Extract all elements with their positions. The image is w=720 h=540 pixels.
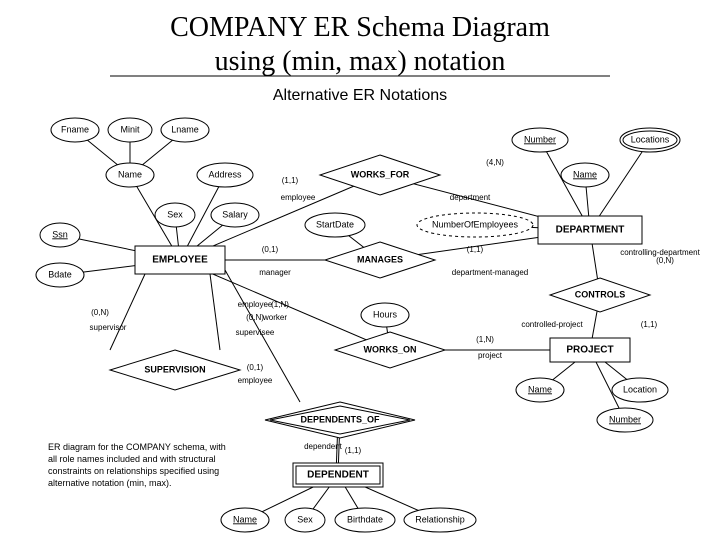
- relationship-label-works_on: WORKS_ON: [363, 344, 416, 354]
- attribute-label-relationship: Relationship: [415, 514, 465, 524]
- entity-label-employee: EMPLOYEE: [152, 255, 208, 266]
- entity-label-department: DEPARTMENT: [556, 225, 625, 236]
- entity-label-project: PROJECT: [566, 345, 613, 356]
- relationship-label-manages: MANAGES: [357, 254, 403, 264]
- attribute-label-locations: Locations: [631, 134, 670, 144]
- relationship-label-works_for: WORKS_FOR: [351, 169, 410, 179]
- attribute-label-startdate: StartDate: [316, 219, 354, 229]
- page-title-line1: COMPANY ER Schema Diagram: [170, 12, 550, 43]
- role-20: dependent: [304, 442, 343, 451]
- caption-line1: ER diagram for the COMPANY schema, with: [48, 442, 226, 452]
- attribute-label-name_emp: Name: [118, 169, 142, 179]
- cardinality-14: (1,1): [641, 320, 658, 329]
- attribute-label-location_proj: Location: [623, 384, 657, 394]
- attribute-label-numemp: NumberOfEmployees: [432, 219, 519, 229]
- cardinality-12: (1,1): [467, 245, 484, 254]
- attribute-label-birthdate: Birthdate: [347, 514, 383, 524]
- cardinality-13: (0,N): [656, 256, 674, 265]
- attribute-label-lname: Lname: [171, 124, 199, 134]
- attribute-label-number_dept: Number: [524, 134, 556, 144]
- attribute-label-minit: Minit: [120, 124, 140, 134]
- role-14: controlled-project: [521, 320, 583, 329]
- caption-line3: constraints on relationships specified u…: [48, 466, 219, 476]
- caption-line2: all role names included and with structu…: [48, 454, 216, 464]
- cardinality-19: (0,1): [247, 363, 264, 372]
- role-17: supervisor: [90, 323, 127, 332]
- edge-18: [210, 274, 220, 350]
- relationship-label-controls: CONTROLS: [575, 289, 626, 299]
- cardinality-10: (4,N): [486, 158, 504, 167]
- role-13: controlling-department: [620, 248, 700, 257]
- entity-label-dependent: DEPENDENT: [307, 470, 369, 481]
- role-16: project: [478, 351, 503, 360]
- role-11: manager: [259, 268, 291, 277]
- edge-17: [110, 274, 145, 350]
- relationship-label-supervision: SUPERVISION: [144, 364, 205, 374]
- attribute-label-name_dep: Name: [233, 514, 257, 524]
- role-12: department-managed: [452, 268, 529, 277]
- role-19: employee: [238, 376, 273, 385]
- role-10: department: [450, 193, 491, 202]
- attribute-label-sex_dep: Sex: [297, 514, 313, 524]
- attribute-label-number_proj: Number: [609, 414, 641, 424]
- cardinality-15: (1,N): [271, 300, 289, 309]
- cardinality-9: (1,1): [282, 176, 299, 185]
- role-9: employee: [281, 193, 316, 202]
- cardinality-18: (0,N): [246, 313, 264, 322]
- attribute-label-name_proj: Name: [528, 384, 552, 394]
- attribute-label-ssn: Ssn: [52, 229, 68, 239]
- role-15: worker: [262, 313, 287, 322]
- subtitle: Alternative ER Notations: [273, 87, 447, 104]
- cardinality-20: (1,1): [345, 446, 362, 455]
- relationship-label-dependents_of: DEPENDENTS_OF: [300, 414, 380, 424]
- attribute-label-address: Address: [208, 169, 242, 179]
- er-diagram-canvas: COMPANY ER Schema Diagram using (min, ma…: [0, 0, 720, 540]
- caption-line4: alternative notation (min, max).: [48, 478, 172, 488]
- attribute-label-sex_emp: Sex: [167, 209, 183, 219]
- role2-18: employee: [238, 300, 273, 309]
- attribute-label-name_dept: Name: [573, 169, 597, 179]
- cardinality-11: (0,1): [262, 245, 279, 254]
- cardinality-16: (1,N): [476, 335, 494, 344]
- attribute-label-hours: Hours: [373, 309, 398, 319]
- attribute-label-salary: Salary: [222, 209, 248, 219]
- cardinality-17: (0,N): [91, 308, 109, 317]
- attribute-label-bdate: Bdate: [48, 269, 72, 279]
- role-18: supervisee: [236, 328, 275, 337]
- attribute-label-fname: Fname: [61, 124, 89, 134]
- page-title-line2: using (min, max) notation: [215, 46, 506, 77]
